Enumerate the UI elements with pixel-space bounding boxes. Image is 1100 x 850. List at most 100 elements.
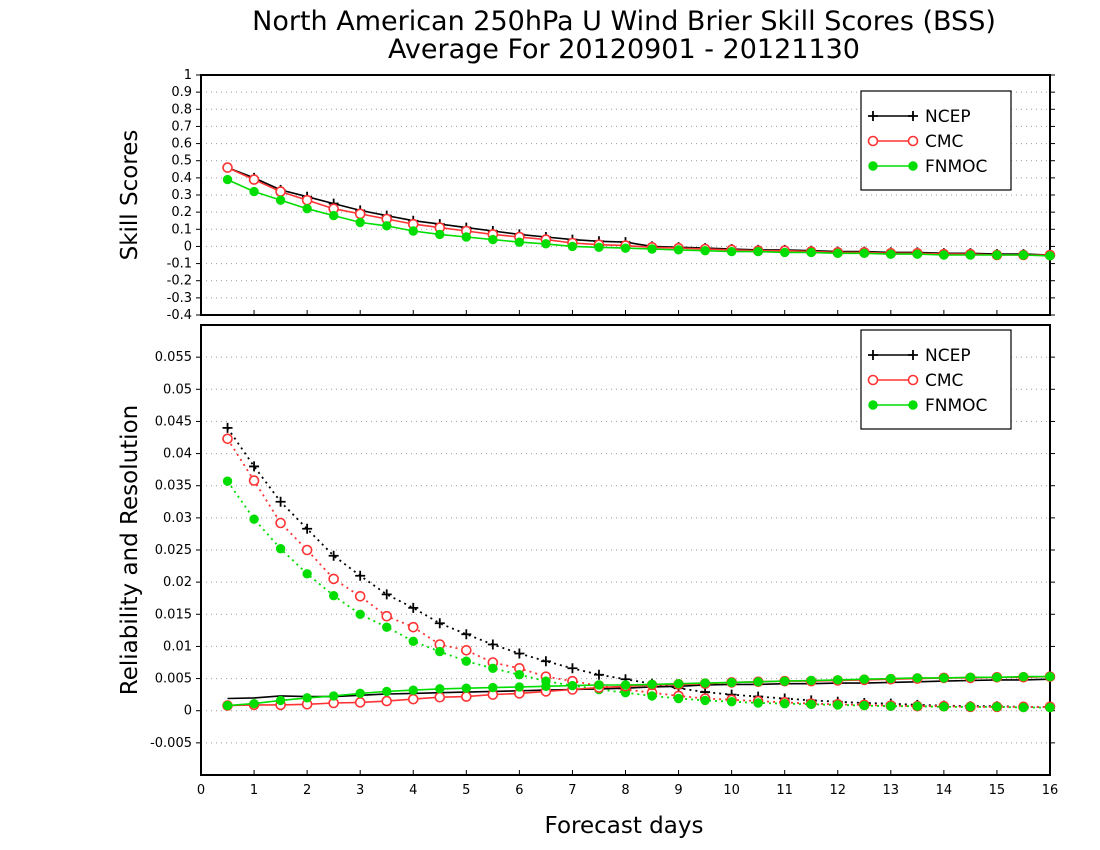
- data-point: [434, 618, 445, 629]
- data-point: [567, 241, 578, 252]
- data-point: [567, 680, 578, 691]
- data-point: [275, 544, 286, 554]
- legend-label: CMC: [925, 132, 963, 152]
- data-point: [833, 248, 843, 258]
- data-point: [408, 685, 418, 695]
- data-point: [939, 673, 949, 683]
- data-point: [222, 162, 233, 173]
- data-point: [355, 570, 366, 581]
- y-tick-label: 0.035: [155, 479, 192, 494]
- x-tick-label: 15: [989, 783, 1006, 798]
- y-tick-label: 0.8: [171, 102, 192, 117]
- x-tick-label: 13: [883, 783, 900, 798]
- data-point: [908, 161, 918, 171]
- reliability-resolution-panel: -0.005 0 0.005 0.01 0.015 0.02 0.025 0.03 0.035 0…: [117, 324, 1059, 798]
- y-axis-label: Skill Scores: [117, 130, 143, 261]
- data-point: [354, 208, 366, 220]
- data-point: [992, 702, 1002, 712]
- y-tick-label: 0: [184, 239, 192, 254]
- y-tick-label: 0.5: [171, 154, 192, 169]
- data-point: [541, 239, 551, 249]
- data-point: [382, 221, 392, 231]
- data-point: [382, 622, 392, 632]
- data-point: [753, 677, 763, 687]
- data-point: [753, 246, 763, 257]
- data-point: [1018, 671, 1029, 682]
- data-point: [461, 683, 472, 693]
- x-tick-label: 12: [829, 783, 846, 798]
- data-point: [833, 675, 843, 685]
- data-point: [833, 700, 843, 710]
- data-point: [886, 249, 896, 259]
- data-point: [868, 161, 878, 171]
- data-point: [407, 693, 419, 705]
- data-point: [726, 677, 737, 688]
- data-point: [859, 248, 869, 258]
- x-tick-label: 0: [197, 783, 205, 798]
- data-point: [488, 682, 498, 693]
- x-tick-label: 4: [409, 783, 417, 798]
- series-line: [226, 438, 1050, 708]
- y-tick-label: 0.025: [155, 543, 192, 558]
- data-point: [912, 673, 923, 683]
- data-point: [382, 686, 392, 697]
- data-point: [886, 673, 896, 684]
- x-tick-label: 10: [723, 783, 740, 798]
- data-point: [249, 186, 259, 197]
- data-point: [647, 679, 657, 690]
- y-tick-label: 0.4: [171, 171, 192, 186]
- legend-label: NCEP: [925, 346, 971, 366]
- data-point: [965, 702, 976, 712]
- data-point: [779, 247, 790, 258]
- series-fnmoc: [222, 174, 1055, 261]
- series-line: [227, 678, 1051, 700]
- data-point: [992, 672, 1002, 682]
- data-point: [965, 250, 976, 260]
- y-tick-label: 0.005: [155, 672, 192, 687]
- data-point: [939, 702, 949, 712]
- data-point: [806, 699, 816, 709]
- data-point: [806, 675, 816, 686]
- legend: NCEP CMC FNMOC: [860, 90, 1012, 191]
- y-tick-label: -0.3: [167, 291, 192, 306]
- x-tick-label: 16: [1042, 783, 1059, 798]
- data-point: [514, 682, 525, 692]
- y-tick-label: 0.04: [163, 447, 192, 462]
- data-point: [868, 350, 878, 360]
- y-tick-label: 0.01: [163, 639, 192, 654]
- data-point: [647, 691, 657, 701]
- x-tick-label: 8: [621, 783, 629, 798]
- x-tick-label: 3: [356, 783, 364, 798]
- y-tick-label: -0.2: [167, 274, 192, 289]
- y-tick-label: -0.1: [167, 257, 192, 272]
- data-point: [302, 693, 312, 703]
- data-point: [328, 590, 339, 601]
- data-point: [726, 697, 737, 707]
- data-point: [488, 234, 498, 245]
- x-tick-label: 1: [250, 783, 258, 798]
- data-point: [407, 621, 419, 633]
- y-tick-label: 0: [184, 704, 192, 719]
- y-tick-label: 0.05: [163, 382, 192, 397]
- data-point: [908, 350, 918, 360]
- x-tick-label: 14: [936, 783, 953, 798]
- x-tick-label: 6: [515, 783, 523, 798]
- y-tick-label: 0.6: [171, 137, 192, 152]
- skill-scores-panel: -0.4 -0.3 -0.2 -0.1 0 0.1 0.2 0.3 0.4 0.5 0.6 0.7 0.…: [117, 68, 1056, 323]
- data-point: [868, 111, 878, 121]
- data-point: [275, 517, 286, 529]
- data-point: [222, 174, 233, 185]
- data-point: [859, 700, 869, 711]
- data-point: [302, 569, 312, 579]
- data-point: [381, 695, 393, 707]
- data-point: [867, 135, 879, 147]
- data-point: [222, 700, 233, 711]
- data-point: [275, 695, 286, 706]
- y-tick-label: 0.2: [171, 205, 192, 220]
- data-point: [1045, 251, 1055, 261]
- series-cmc: [222, 433, 1056, 713]
- data-point: [673, 679, 684, 689]
- data-point: [248, 475, 260, 486]
- data-point: [700, 246, 710, 256]
